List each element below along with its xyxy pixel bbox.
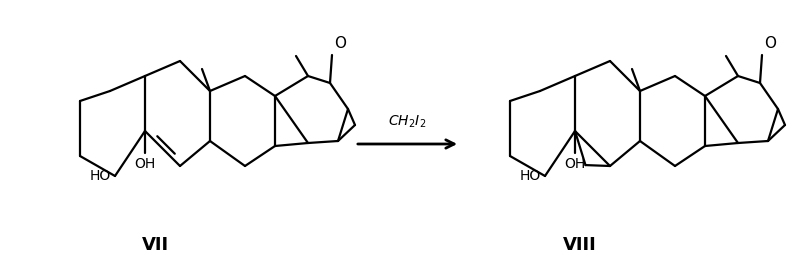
Text: VII: VII [142, 236, 169, 254]
Text: O: O [334, 36, 346, 51]
Text: VIII: VIII [563, 236, 597, 254]
Text: HO: HO [90, 169, 111, 183]
Text: HO: HO [520, 169, 541, 183]
Text: OH: OH [564, 157, 586, 171]
Text: O: O [764, 36, 776, 51]
Text: CH$_2$I$_2$: CH$_2$I$_2$ [388, 114, 426, 130]
Text: OH: OH [134, 157, 156, 171]
